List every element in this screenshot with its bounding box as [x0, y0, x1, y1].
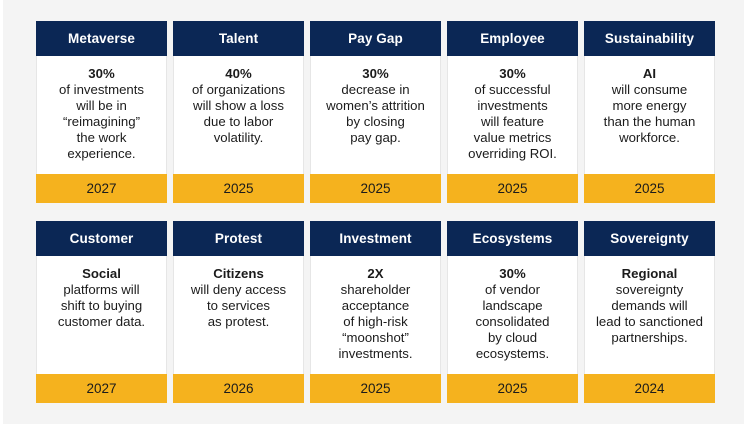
card-lead: 30% — [499, 66, 526, 81]
card-text: shareholder acceptance of high-risk “moo… — [338, 282, 413, 361]
card-title: Metaverse — [36, 21, 167, 56]
card-year: 2027 — [36, 374, 167, 403]
card-body: Social platforms will shift to buying cu… — [36, 256, 167, 374]
prediction-grid: Metaverse 30% of investments will be in … — [36, 21, 715, 403]
prediction-card-talent: Talent 40% of organizations will show a … — [173, 21, 304, 203]
card-lead: 2X — [367, 266, 384, 281]
card-text: will consume more energy than the human … — [603, 82, 696, 145]
card-text: of vendor landscape consolidated by clou… — [475, 282, 550, 361]
prediction-card-pay-gap: Pay Gap 30% decrease in women’s attritio… — [310, 21, 441, 203]
card-lead: Regional — [621, 266, 678, 281]
card-title: Investment — [310, 221, 441, 256]
card-title: Sovereignty — [584, 221, 715, 256]
card-year: 2025 — [310, 174, 441, 203]
card-body: 30% decrease in women’s attrition by clo… — [310, 56, 441, 174]
card-year: 2025 — [310, 374, 441, 403]
prediction-card-metaverse: Metaverse 30% of investments will be in … — [36, 21, 167, 203]
card-title: Customer — [36, 221, 167, 256]
card-title: Talent — [173, 21, 304, 56]
card-text: platforms will shift to buying customer … — [57, 282, 146, 329]
card-body: Regional sovereignty demands will lead t… — [584, 256, 715, 374]
card-body: 40% of organizations will show a loss du… — [173, 56, 304, 174]
prediction-card-customer: Customer Social platforms will shift to … — [36, 221, 167, 403]
card-text: of successful investments will feature v… — [468, 82, 557, 161]
card-lead: 30% — [362, 66, 389, 81]
prediction-card-sovereignty: Sovereignty Regional sovereignty demands… — [584, 221, 715, 403]
prediction-card-sustainability: Sustainability AI will consume more ener… — [584, 21, 715, 203]
prediction-card-employee: Employee 30% of successful investments w… — [447, 21, 578, 203]
card-lead: 30% — [88, 66, 115, 81]
prediction-card-investment: Investment 2X shareholder acceptance of … — [310, 221, 441, 403]
card-lead: 30% — [499, 266, 526, 281]
card-title: Sustainability — [584, 21, 715, 56]
card-title: Ecosystems — [447, 221, 578, 256]
prediction-card-protest: Protest Citizens will deny access to ser… — [173, 221, 304, 403]
card-body: 30% of vendor landscape consolidated by … — [447, 256, 578, 374]
card-body: Citizens will deny access to services as… — [173, 256, 304, 374]
card-year: 2025 — [447, 174, 578, 203]
card-lead: 40% — [225, 66, 252, 81]
card-lead: AI — [642, 66, 657, 81]
card-body: AI will consume more energy than the hum… — [584, 56, 715, 174]
card-year: 2025 — [447, 374, 578, 403]
card-text: of investments will be in “reimagining” … — [58, 82, 145, 161]
card-body: 30% of investments will be in “reimagini… — [36, 56, 167, 174]
card-title: Protest — [173, 221, 304, 256]
card-body: 30% of successful investments will featu… — [447, 56, 578, 174]
card-title: Employee — [447, 21, 578, 56]
card-text: decrease in women’s attrition by closing… — [326, 82, 425, 145]
card-title: Pay Gap — [310, 21, 441, 56]
card-year: 2026 — [173, 374, 304, 403]
card-body: 2X shareholder acceptance of high-risk “… — [310, 256, 441, 374]
card-year: 2025 — [173, 174, 304, 203]
card-year: 2025 — [584, 174, 715, 203]
card-text: sovereignty demands will lead to sanctio… — [595, 282, 704, 345]
card-lead: Citizens — [213, 266, 264, 281]
card-text: will deny access to services as protest. — [190, 282, 287, 329]
prediction-card-ecosystems: Ecosystems 30% of vendor landscape conso… — [447, 221, 578, 403]
card-text: of organizations will show a loss due to… — [191, 82, 286, 145]
card-year: 2027 — [36, 174, 167, 203]
card-year: 2024 — [584, 374, 715, 403]
card-lead: Social — [82, 266, 121, 281]
